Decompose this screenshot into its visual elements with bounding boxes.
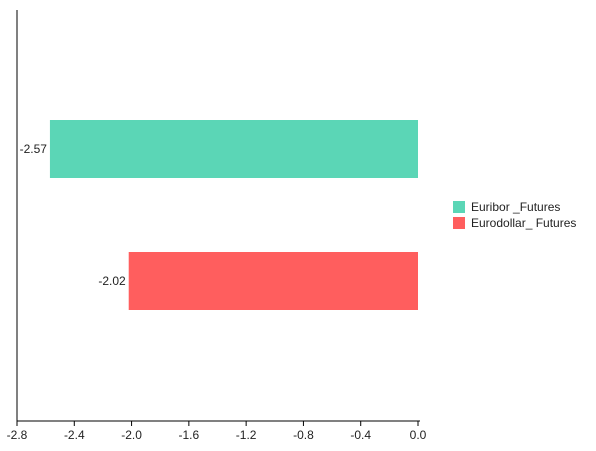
x-tick-label-4: -1.2 [236,428,257,442]
x-tick-label-7: 0.0 [410,428,427,442]
legend-swatch-euribor [453,201,465,213]
legend: Euribor _Futures Eurodollar_ Futures [453,199,576,231]
bar-value-label-0: -2.57 [20,142,48,156]
x-tick-label-2: -2.0 [121,428,142,442]
bar-value-label-1: -2.02 [98,274,126,288]
legend-item-euribor: Euribor _Futures [453,199,576,215]
x-tick-label-5: -0.8 [293,428,314,442]
bar-0 [49,120,419,178]
bar-1 [128,252,418,310]
x-tick-label-6: -0.4 [350,428,371,442]
legend-label-eurodollar: Eurodollar_ Futures [471,216,577,230]
x-tick-label-1: -2.4 [64,428,85,442]
legend-item-eurodollar: Eurodollar_ Futures [453,215,576,231]
bars-group: -2.57 -2.02 [20,120,419,310]
legend-swatch-eurodollar [453,217,465,229]
x-tick-label-0: -2.8 [7,428,28,442]
x-tick-label-3: -1.6 [179,428,200,442]
legend-label-euribor: Euribor _Futures [471,200,561,214]
x-ticks-group: -2.8 -2.4 -2.0 -1.6 -1.2 -0.8 -0.4 0.0 [7,421,427,442]
